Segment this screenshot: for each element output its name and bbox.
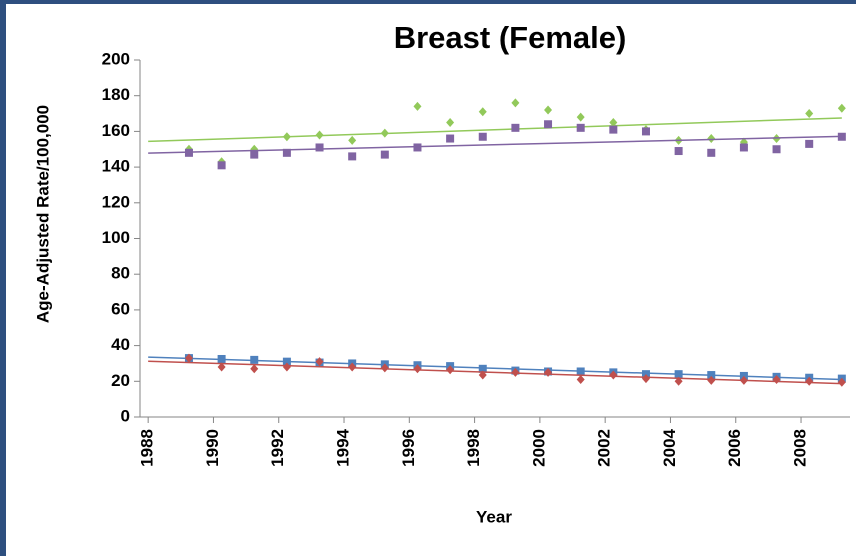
x-tick-label: 2002 [595, 429, 614, 467]
point [707, 375, 716, 385]
y-tick-label: 80 [111, 264, 130, 283]
point [674, 147, 683, 156]
chart: Breast (Female) Year Age-Adjusted Rate/1… [33, 20, 850, 526]
point [837, 132, 846, 141]
point [805, 109, 814, 119]
x-tick-label: 1994 [334, 428, 353, 466]
point [413, 101, 422, 111]
x-tick-label: 1992 [268, 429, 287, 467]
point [282, 357, 291, 366]
point [250, 364, 259, 374]
point [478, 364, 487, 373]
point [217, 362, 226, 372]
point [478, 107, 487, 117]
point [576, 375, 585, 385]
point [511, 98, 520, 108]
point [315, 130, 324, 140]
point [315, 143, 324, 152]
point [413, 143, 422, 152]
point [837, 377, 846, 387]
point [315, 357, 324, 367]
point [380, 363, 389, 373]
trendline [148, 356, 842, 381]
x-tick-label: 2004 [660, 428, 679, 466]
point [413, 364, 422, 374]
point [609, 125, 618, 134]
x-tick-label: 2000 [529, 429, 548, 467]
trendline [148, 117, 842, 143]
point [772, 145, 781, 154]
point [282, 362, 291, 372]
point [805, 139, 814, 148]
point [446, 134, 455, 143]
point [250, 150, 259, 159]
point [609, 370, 618, 380]
x-tick-label: 2006 [725, 429, 744, 467]
x-tick-label: 1990 [203, 429, 222, 467]
x-tick-label: 2008 [791, 429, 810, 467]
y-tick-label: 160 [102, 121, 130, 140]
point [576, 123, 585, 132]
point [348, 135, 357, 145]
point [641, 127, 650, 136]
point [674, 370, 683, 379]
y-tick-label: 140 [102, 157, 130, 176]
point [478, 370, 487, 380]
y-axis-label: Age-Adjusted Rate/100,000 [33, 105, 52, 323]
y-tick-label: 40 [111, 335, 130, 354]
point [217, 354, 226, 363]
point [184, 353, 193, 363]
x-axis-label: Year [476, 507, 512, 526]
point [282, 132, 291, 142]
y-tick-label: 100 [102, 228, 130, 247]
point [184, 148, 193, 157]
point [805, 376, 814, 386]
point [544, 367, 553, 377]
point [478, 132, 487, 141]
point [380, 150, 389, 159]
point [380, 128, 389, 138]
y-tick-label: 60 [111, 299, 130, 318]
x-tick-label: 1988 [138, 429, 157, 467]
point [609, 117, 618, 127]
chart-frame: Breast (Female) Year Age-Adjusted Rate/1… [6, 4, 856, 556]
point [707, 148, 716, 157]
y-tick-label: 20 [111, 371, 130, 390]
point [348, 152, 357, 161]
x-tick-label: 1998 [464, 429, 483, 467]
x-tick-label: 1996 [399, 429, 418, 467]
point [837, 103, 846, 113]
y-tick-label: 180 [102, 85, 130, 104]
point [739, 375, 748, 385]
point [641, 374, 650, 384]
point [250, 355, 259, 364]
trendline [148, 360, 842, 385]
point [576, 367, 585, 376]
point [707, 371, 716, 380]
y-tick-label: 0 [121, 406, 130, 425]
chart-title: Breast (Female) [394, 20, 627, 55]
y-tick-label: 200 [102, 49, 130, 68]
point [446, 365, 455, 375]
point [282, 148, 291, 157]
trendline [148, 135, 842, 154]
point [544, 120, 553, 129]
point [772, 375, 781, 385]
point [739, 143, 748, 152]
point [217, 161, 226, 170]
point [544, 105, 553, 115]
point [511, 123, 520, 132]
y-tick-label: 120 [102, 192, 130, 211]
point [707, 134, 716, 144]
point [576, 112, 585, 122]
point [446, 117, 455, 127]
point [348, 362, 357, 372]
point [674, 376, 683, 386]
